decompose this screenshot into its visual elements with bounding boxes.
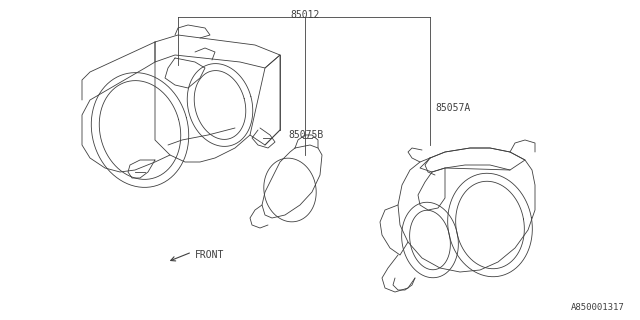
Text: 85012: 85012 <box>291 10 320 20</box>
Text: 85057A: 85057A <box>435 103 470 113</box>
Text: A850001317: A850001317 <box>572 303 625 312</box>
Text: 85075B: 85075B <box>288 130 323 140</box>
Text: FRONT: FRONT <box>195 250 225 260</box>
